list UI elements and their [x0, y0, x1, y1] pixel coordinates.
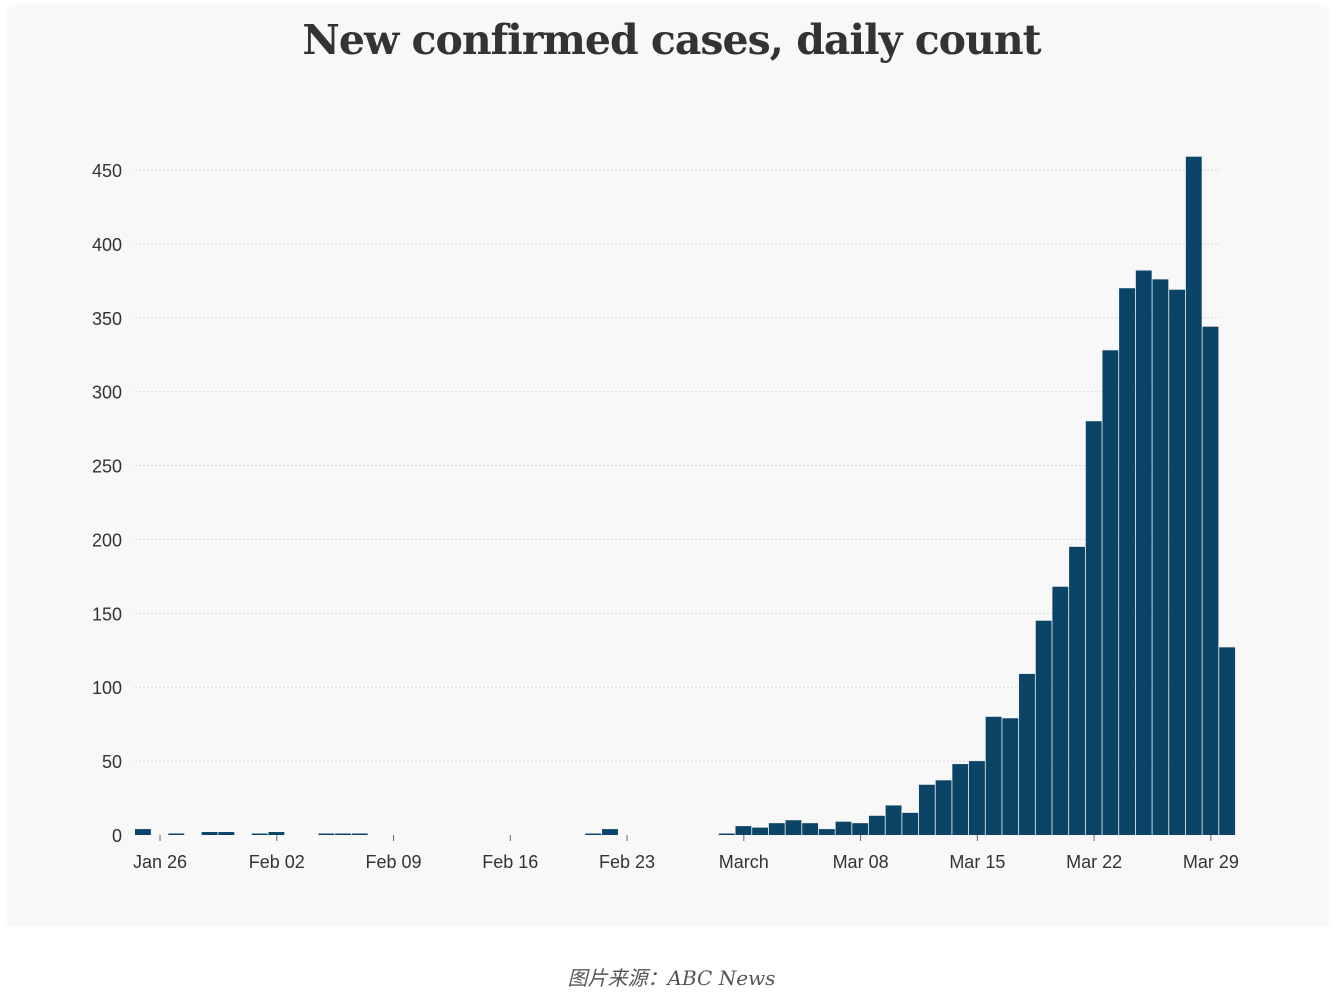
bar-2020-03-13: [935, 780, 952, 835]
bar-2020-02-22: [602, 829, 618, 835]
bar-2020-03-04: [785, 820, 802, 835]
x-tick-label-2020-03-15: Mar 15: [949, 852, 1005, 872]
bar-2020-03-25: [1135, 270, 1152, 835]
bar-2020-03-19: [1035, 620, 1052, 835]
y-tick-label-450: 450: [92, 161, 122, 181]
bar-2020-03-22: [1085, 421, 1102, 835]
bar-2020-03-15: [969, 761, 985, 835]
bar-2020-03-16: [985, 716, 1002, 835]
bar-2020-03-06: [818, 829, 835, 835]
bar-2020-02-07: [351, 833, 368, 835]
bar-2020-01-27: [168, 833, 185, 835]
bar-2020-03-11: [902, 812, 919, 835]
bar-2020-02-05: [318, 833, 335, 835]
bar-2020-03-23: [1102, 350, 1119, 835]
bar-2020-03-29: [1202, 326, 1219, 835]
x-tick-label-2020-03-22: Mar 22: [1066, 852, 1122, 872]
x-axis: Jan 26 Feb 02 Feb 09 Feb 16 Feb 23 March Mar 0…: [133, 835, 1239, 872]
y-tick-label-50: 50: [102, 752, 122, 772]
y-tick-label-100: 100: [92, 678, 122, 698]
bar-2020-03-14: [952, 764, 969, 835]
y-tick-label-200: 200: [92, 530, 122, 550]
bar-2020-01-29: [201, 832, 218, 835]
bar-2020-03-28: [1185, 156, 1202, 835]
bar-2020-03-30: [1219, 647, 1236, 835]
x-tick-label-2020-02-02: Feb 02: [249, 852, 305, 872]
bar-2020-03-17: [1002, 718, 1019, 835]
bar-2020-02-06: [335, 833, 352, 835]
bar-2020-03-26: [1152, 279, 1169, 835]
bar-2020-02-21: [585, 833, 602, 835]
x-tick-label-2020-03-29: Mar 29: [1183, 852, 1239, 872]
bar-2020-03-20: [1052, 586, 1069, 835]
bar-2020-03-12: [918, 784, 935, 835]
bar-2020-03-05: [802, 823, 819, 835]
bar-2020-02-29: [718, 833, 735, 835]
bar-2020-02-01: [251, 833, 268, 835]
bar-2020-03-02: [752, 827, 769, 835]
chart-title: New confirmed cases, daily count: [302, 16, 1041, 64]
bar-2020-02-02: [268, 832, 285, 835]
x-tick-label-2020-02-16: Feb 16: [482, 852, 538, 872]
bar-2020-03-08: [852, 823, 869, 835]
bar-2020-01-25: [135, 829, 151, 835]
bar-2020-03-24: [1119, 288, 1135, 836]
bar-2020-03-07: [835, 821, 852, 835]
x-tick-label-2020-03-08: Mar 08: [833, 852, 889, 872]
bar-2020-03-18: [1019, 673, 1035, 835]
bars: [135, 156, 1236, 836]
x-tick-label-2020-01-26: Jan 26: [133, 852, 187, 872]
bar-2020-03-21: [1069, 546, 1085, 835]
y-tick-label-250: 250: [92, 457, 122, 477]
bar-2020-01-30: [218, 832, 235, 835]
x-tick-label-2020-02-23: Feb 23: [599, 852, 655, 872]
bar-2020-03-27: [1169, 289, 1186, 835]
bar-2020-03-09: [868, 815, 885, 835]
x-tick-label-2020-02-09: Feb 09: [366, 852, 422, 872]
y-tick-label-350: 350: [92, 309, 122, 329]
y-tick-label-150: 150: [92, 604, 122, 624]
y-tick-label-400: 400: [92, 235, 122, 255]
image-source-caption: 图片来源：ABC News: [567, 966, 776, 990]
bar-2020-03-01: [735, 826, 752, 835]
bar-2020-03-10: [885, 805, 902, 835]
y-tick-label-300: 300: [92, 383, 122, 403]
bar-2020-03-03: [768, 823, 785, 835]
y-tick-label-0: 0: [112, 826, 122, 846]
x-tick-label-2020-03-01: March: [719, 852, 769, 872]
y-axis: 0 50 100 150 200 250 300 350 400 450: [92, 161, 122, 846]
